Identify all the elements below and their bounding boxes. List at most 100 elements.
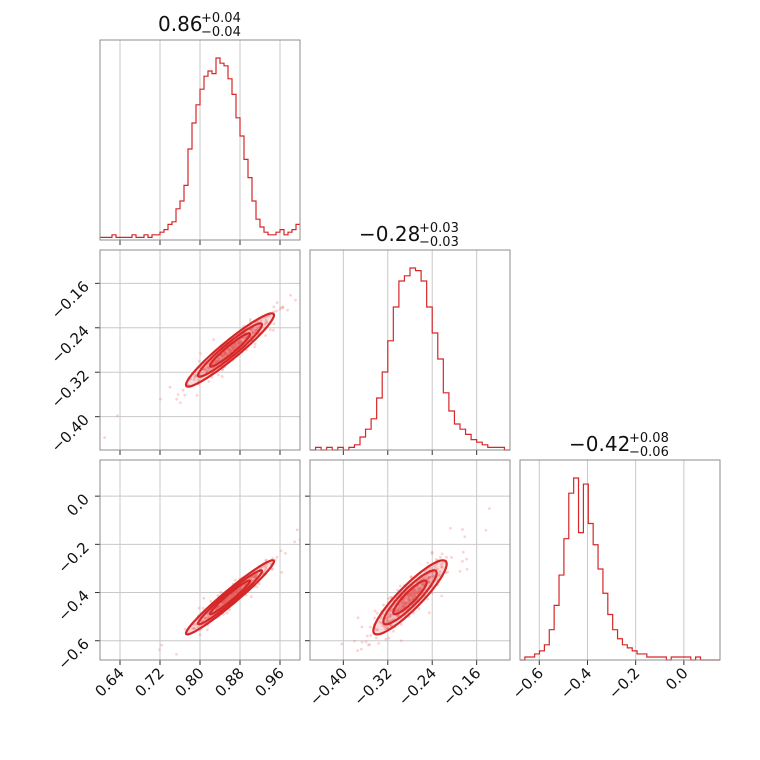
scatter-point bbox=[427, 580, 431, 584]
scatter-point bbox=[158, 397, 162, 401]
scatter-point bbox=[219, 603, 223, 607]
scatter-point bbox=[227, 351, 231, 354]
contour-fill-1 bbox=[198, 323, 262, 377]
scatter-point bbox=[103, 436, 107, 440]
scatter-point bbox=[191, 627, 194, 630]
histogram-step-line bbox=[100, 57, 300, 238]
scatter-point bbox=[264, 334, 268, 337]
scatter-point bbox=[389, 595, 392, 599]
scatter-point bbox=[458, 569, 462, 573]
panel-2-1: −0.40 −0.32 −0.24 −0.16 bbox=[305, 459, 511, 709]
scatter-point bbox=[183, 393, 187, 397]
scatter-point bbox=[251, 326, 255, 330]
scatter-point bbox=[402, 597, 406, 601]
title-minus: −0.03 bbox=[419, 235, 459, 250]
scatter-point bbox=[403, 602, 407, 605]
x-tick-label: 0.72 bbox=[131, 664, 167, 700]
scatter-point bbox=[255, 585, 259, 589]
scatter-point bbox=[356, 649, 360, 653]
scatter-point bbox=[222, 601, 226, 604]
scatter-point bbox=[440, 565, 443, 569]
y-tick-label: −0.32 bbox=[48, 366, 93, 411]
scatter-point bbox=[235, 589, 239, 593]
scatter-point bbox=[413, 594, 416, 598]
histogram-step-line bbox=[310, 267, 510, 451]
scatter-point bbox=[193, 374, 197, 377]
scatter-point bbox=[422, 582, 425, 586]
scatter-point bbox=[279, 306, 283, 310]
title-plus: +0.04 bbox=[201, 11, 241, 26]
scatter-point bbox=[407, 596, 411, 600]
scatter-point bbox=[415, 591, 419, 595]
scatter-point bbox=[388, 614, 392, 618]
scatter-point bbox=[228, 596, 232, 600]
scatter-point bbox=[488, 507, 491, 510]
scatter-point bbox=[193, 627, 197, 631]
panel-frame bbox=[519, 459, 721, 661]
scatter-point bbox=[408, 598, 412, 602]
scatter-point bbox=[272, 322, 276, 326]
title-minus: −0.04 bbox=[201, 25, 241, 40]
scatter-point bbox=[234, 591, 238, 594]
scatter-point bbox=[240, 340, 243, 344]
contour-fill-1 bbox=[198, 570, 262, 625]
scatter-point bbox=[280, 570, 284, 574]
scatter-point bbox=[272, 305, 276, 309]
scatter-point bbox=[230, 345, 234, 349]
scatter-point bbox=[399, 623, 403, 626]
scatter-point bbox=[400, 600, 403, 604]
scatter-point bbox=[465, 567, 469, 571]
scatter-point bbox=[416, 590, 420, 594]
scatter-point bbox=[390, 623, 394, 627]
contour-line-0 bbox=[184, 312, 276, 388]
scatter-point bbox=[253, 575, 257, 579]
scatter-point bbox=[403, 602, 407, 606]
scatter-point bbox=[399, 639, 403, 643]
scatter-point bbox=[263, 569, 267, 572]
scatter-point bbox=[418, 588, 422, 592]
scatter-point bbox=[275, 301, 279, 305]
scatter-point bbox=[437, 573, 440, 576]
scatter-point bbox=[195, 393, 199, 397]
scatter-point bbox=[225, 353, 229, 356]
scatter-point bbox=[264, 566, 268, 570]
scatter-point bbox=[438, 570, 442, 574]
scatter-point bbox=[426, 597, 429, 601]
scatter-point bbox=[281, 306, 285, 310]
scatter-point bbox=[411, 596, 415, 600]
scatter-point bbox=[305, 539, 308, 542]
scatter-point bbox=[424, 575, 427, 579]
scatter-point bbox=[221, 602, 225, 606]
scatter-point bbox=[268, 328, 272, 332]
scatter-point bbox=[227, 347, 231, 351]
contour-fill-1 bbox=[383, 570, 437, 625]
scatter-point bbox=[426, 561, 430, 565]
scatter-point bbox=[219, 590, 223, 594]
scatter-point bbox=[251, 333, 254, 337]
scatter-point bbox=[213, 361, 217, 365]
scatter-point bbox=[217, 605, 221, 609]
scatter-point bbox=[251, 575, 255, 579]
contour-fill-0 bbox=[373, 560, 447, 635]
scatter-point bbox=[394, 609, 398, 613]
scatter-point bbox=[230, 348, 234, 351]
scatter-point bbox=[413, 587, 417, 591]
scatter-point bbox=[228, 350, 232, 354]
scatter-point bbox=[319, 517, 322, 520]
contour-line-2 bbox=[208, 579, 252, 616]
scatter-point bbox=[193, 375, 197, 379]
contour-line-0 bbox=[372, 559, 448, 636]
scatter-point bbox=[216, 605, 220, 609]
contour-line-2 bbox=[392, 579, 428, 616]
scatter-point bbox=[449, 526, 452, 530]
scatter-point bbox=[181, 388, 185, 392]
scatter-point bbox=[484, 528, 488, 532]
scatter-point bbox=[237, 341, 241, 345]
y-tick-label: −0.40 bbox=[48, 411, 93, 456]
scatter-point bbox=[414, 590, 418, 593]
scatter-point bbox=[232, 593, 235, 597]
scatter-point bbox=[438, 573, 442, 577]
scatter-point bbox=[263, 322, 267, 326]
scatter-point bbox=[366, 643, 370, 647]
scatter-point bbox=[422, 583, 425, 587]
